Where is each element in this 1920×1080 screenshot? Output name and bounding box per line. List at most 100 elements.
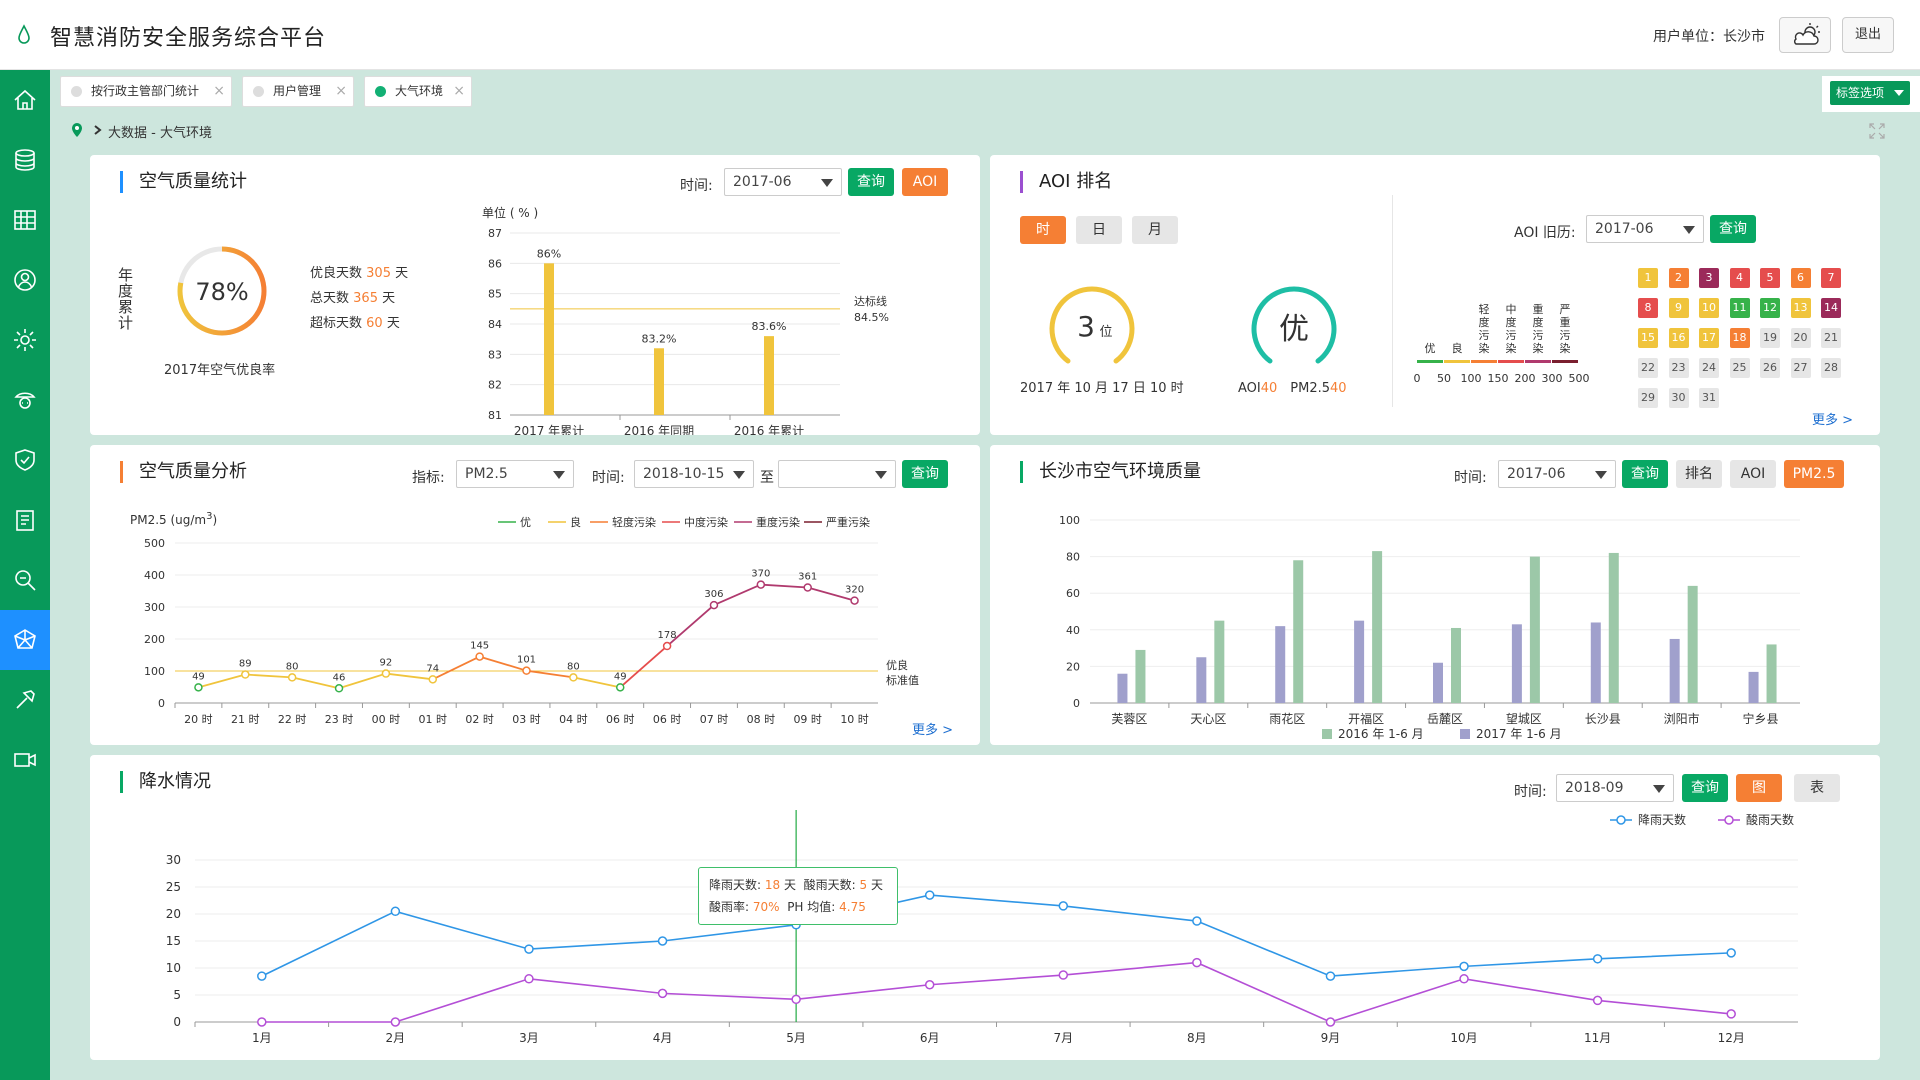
calendar-day[interactable]: 27 — [1790, 358, 1811, 378]
sidebar-item-records[interactable] — [0, 490, 50, 550]
period-month-button[interactable]: 月 — [1132, 216, 1178, 244]
data-point — [524, 974, 534, 984]
close-icon[interactable]: × — [453, 83, 465, 99]
sidebar-item-grid[interactable] — [0, 190, 50, 250]
calendar-day[interactable]: 14 — [1821, 298, 1841, 318]
sidebar-item-bigdata[interactable] — [0, 610, 50, 670]
sidebar-item-video[interactable] — [0, 730, 50, 790]
close-icon[interactable]: × — [335, 83, 347, 99]
calendar-day[interactable]: 5 — [1760, 268, 1780, 288]
calendar-day[interactable]: 8 — [1638, 298, 1658, 318]
sidebar-item-officer[interactable] — [0, 370, 50, 430]
query-button[interactable]: 查询 — [902, 460, 948, 488]
calendar-day[interactable]: 17 — [1699, 328, 1719, 348]
y-tick-label: 0 — [1073, 697, 1080, 710]
more-link[interactable]: 更多 > — [912, 723, 954, 738]
more-link[interactable]: 更多 > — [1812, 413, 1854, 428]
calendar-day[interactable]: 6 — [1790, 268, 1811, 288]
calendar-day[interactable]: 29 — [1638, 388, 1658, 408]
calendar-day[interactable]: 15 — [1638, 328, 1658, 348]
calendar-day[interactable]: 24 — [1699, 358, 1719, 378]
calendar-day[interactable]: 11 — [1729, 298, 1750, 318]
data-point — [241, 670, 250, 679]
end-date-select[interactable] — [778, 460, 896, 488]
sidebar-item-user[interactable] — [0, 250, 50, 310]
calendar-day[interactable]: 28 — [1821, 358, 1841, 378]
time-select[interactable]: 2017-06 — [724, 168, 842, 196]
calendar-day[interactable]: 13 — [1790, 298, 1811, 318]
tooltip-rain-days-value: 18 — [764, 878, 781, 892]
aoi-button[interactable]: AOI — [1730, 460, 1776, 488]
logout-button[interactable]: 退出 — [1842, 17, 1894, 53]
query-button[interactable]: 查询 — [1622, 460, 1668, 488]
calendar-day[interactable]: 1 — [1638, 268, 1658, 288]
app-title: 智慧消防安全服务综合平台 — [50, 26, 327, 51]
tab-label: 按行政主管部门统计 — [91, 84, 200, 98]
sidebar-item-home[interactable] — [0, 70, 50, 130]
table-view-button[interactable]: 表 — [1794, 774, 1840, 802]
legend-label-char: 优 — [1425, 342, 1436, 355]
calendar-day[interactable]: 26 — [1760, 358, 1780, 378]
calendar-day[interactable]: 31 — [1699, 388, 1719, 408]
bar — [1511, 624, 1522, 703]
y-tick-label: 0 — [158, 697, 165, 710]
calendar-day[interactable]: 19 — [1760, 328, 1780, 348]
data-point — [428, 675, 438, 684]
chart-view-button[interactable]: 图 — [1736, 774, 1782, 802]
calendar-day[interactable]: 30 — [1668, 388, 1689, 408]
index-select[interactable]: PM2.5 — [456, 460, 574, 488]
sidebar — [0, 70, 50, 1080]
period-day-button[interactable]: 日 — [1076, 216, 1122, 244]
aoi-button[interactable]: AOI — [902, 168, 948, 196]
calendar-day[interactable]: 2 — [1668, 268, 1689, 288]
query-button[interactable]: 查询 — [1682, 774, 1728, 802]
rank-button[interactable]: 排名 — [1676, 460, 1722, 488]
sidebar-item-settings[interactable] — [0, 310, 50, 370]
time-label: 时间: — [592, 470, 625, 486]
calendar-label: AOI 旧历: — [1514, 225, 1576, 241]
sidebar-item-search[interactable] — [0, 550, 50, 610]
data-label: 101 — [517, 655, 536, 666]
legend-swatch — [1552, 360, 1578, 363]
tab-atmosphere[interactable]: 大气环境 × — [364, 76, 472, 107]
close-icon[interactable]: × — [213, 83, 225, 99]
query-button[interactable]: 查询 — [848, 168, 894, 196]
tab-admin-stats[interactable]: 按行政主管部门统计 × — [60, 76, 232, 107]
calendar-day[interactable]: 9 — [1668, 298, 1689, 318]
calendar-day[interactable]: 22 — [1638, 358, 1658, 378]
calendar-day[interactable]: 10 — [1699, 298, 1719, 318]
time-select[interactable]: 2018-09 — [1556, 774, 1674, 802]
sidebar-item-tools[interactable] — [0, 670, 50, 730]
calendar-day[interactable]: 4 — [1729, 268, 1750, 288]
time-select[interactable]: 2017-06 — [1498, 460, 1616, 488]
legend-swatch — [1460, 729, 1470, 739]
calendar-day[interactable]: 25 — [1729, 358, 1750, 378]
pm25-button[interactable]: PM2.5 — [1784, 460, 1844, 488]
tab-dot-icon — [71, 86, 82, 97]
calendar-day[interactable]: 23 — [1668, 358, 1689, 378]
y-tick-label: 30 — [166, 853, 181, 867]
calendar-day[interactable]: 20 — [1790, 328, 1811, 348]
location-icon — [72, 123, 82, 137]
data-label: 145 — [470, 641, 489, 652]
sidebar-item-database[interactable] — [0, 130, 50, 190]
over-days-label: 超标天数 — [310, 316, 363, 331]
calendar-day[interactable]: 7 — [1821, 268, 1841, 288]
calendar-day[interactable]: 3 — [1699, 268, 1719, 288]
fullscreen-icon[interactable] — [1869, 123, 1885, 139]
calendar-day[interactable]: 18 — [1729, 328, 1750, 348]
calendar-day[interactable]: 12 — [1760, 298, 1780, 318]
weather-button[interactable] — [1779, 17, 1831, 53]
y-tick-label: 10 — [166, 961, 181, 975]
query-button[interactable]: 查询 — [1710, 215, 1756, 243]
period-hour-button[interactable]: 时 — [1020, 216, 1066, 244]
series-line-segment — [666, 604, 715, 647]
start-date-select[interactable]: 2018-10-15 — [634, 460, 754, 488]
calendar-day[interactable]: 21 — [1821, 328, 1841, 348]
calendar-select[interactable]: 2017-06 — [1586, 215, 1704, 243]
x-tick-label: 岳麓区 — [1427, 712, 1463, 726]
tag-options-button[interactable]: 标签选项 — [1830, 81, 1910, 105]
calendar-day[interactable]: 16 — [1668, 328, 1689, 348]
sidebar-item-security[interactable] — [0, 430, 50, 490]
tab-user-management[interactable]: 用户管理 × — [242, 76, 354, 107]
